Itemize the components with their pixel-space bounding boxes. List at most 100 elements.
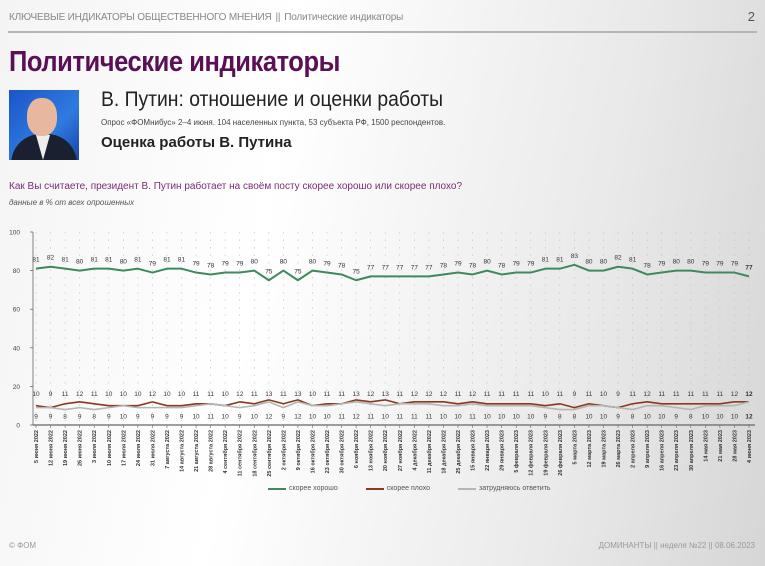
data-label: 81 <box>32 257 40 264</box>
data-label: 81 <box>542 257 550 264</box>
data-label: 11 <box>702 391 709 398</box>
x-tick-label: 25 сентября 2022 <box>266 430 273 477</box>
chart-legend: скорее хорошо скорее плохо затрудняюсь о… <box>268 485 551 492</box>
x-tick-label: 12 марта 2023 <box>587 430 593 468</box>
data-label: 11 <box>498 391 505 398</box>
y-tick-label: 0 <box>16 423 20 430</box>
x-tick-label: 27 ноября 2022 <box>397 430 404 471</box>
data-label: 9 <box>151 413 155 420</box>
data-label: 79 <box>731 261 739 268</box>
x-tick-label: 11 сентября 2022 <box>237 430 244 476</box>
data-label: 12 <box>265 413 273 420</box>
data-label: 12 <box>149 391 157 398</box>
data-label: 80 <box>483 259 491 266</box>
data-label: 12 <box>294 413 302 420</box>
data-label: 10 <box>585 413 593 420</box>
x-tick-label: 14 августа 2022 <box>180 430 186 472</box>
data-label: 75 <box>265 268 273 275</box>
data-label: 79 <box>527 261 535 268</box>
data-label: 10 <box>134 391 142 398</box>
x-tick-label: 5 июня 2022 <box>34 430 40 463</box>
data-label: 10 <box>382 413 390 420</box>
data-label: 11 <box>455 391 462 398</box>
data-label: 9 <box>674 413 678 420</box>
data-label: 9 <box>238 413 242 420</box>
x-tick-label: 9 октября 2022 <box>295 430 302 470</box>
survey-info: Опрос «ФОМнибус» 2–4 июня. 104 населенны… <box>101 118 446 127</box>
y-tick-label: 60 <box>13 307 21 314</box>
footer-info: ДОМИНАНТЫ || неделя №22 || 08.06.2023 <box>598 541 755 550</box>
x-tick-label: 18 сентября 2022 <box>251 430 258 477</box>
data-label: 10 <box>731 413 739 420</box>
data-label: 11 <box>207 413 214 420</box>
x-tick-label: 28 августа 2022 <box>209 430 215 472</box>
data-label: 10 <box>323 413 331 420</box>
breadcrumb: КЛЮЧЕВЫЕ ИНДИКАТОРЫ ОБЩЕСТВЕННОГО МНЕНИЯ… <box>9 12 403 23</box>
x-tick-label: 12 февраля 2023 <box>528 430 535 476</box>
series-line-good <box>35 263 750 282</box>
data-label: 80 <box>687 259 695 266</box>
x-tick-label: 23 октября 2022 <box>324 430 331 473</box>
data-label: 8 <box>689 413 693 420</box>
data-label: 9 <box>573 391 577 398</box>
data-label: 12 <box>367 391 375 398</box>
data-label: 10 <box>440 413 448 420</box>
data-label: 78 <box>338 262 346 269</box>
data-label: 10 <box>163 391 171 398</box>
data-label: 11 <box>513 391 520 398</box>
data-label: 78 <box>644 262 652 269</box>
x-tick-label: 15 января 2023 <box>471 430 477 471</box>
x-tick-label: 5 февраля 2023 <box>513 430 520 473</box>
legend-item-good: скорее хорошо <box>268 485 338 492</box>
x-tick-label: 10 июля 2022 <box>107 430 113 466</box>
x-tick-label: 14 мая 2023 <box>703 430 709 462</box>
data-label: 79 <box>149 261 157 268</box>
legend-label: скорее хорошо <box>289 485 338 492</box>
x-tick-label: 26 июня 2022 <box>78 430 84 466</box>
x-tick-label: 9 апреля 2023 <box>645 430 651 468</box>
data-label: 80 <box>309 259 317 266</box>
data-label: 12 <box>353 413 361 420</box>
data-label: 79 <box>716 261 724 268</box>
data-label: 10 <box>309 391 317 398</box>
data-label: 10 <box>120 391 128 398</box>
data-label: 11 <box>717 391 724 398</box>
data-label: 9 <box>616 413 620 420</box>
x-tick-label: 19 марта 2023 <box>601 430 607 468</box>
data-label: 77 <box>411 264 419 271</box>
x-tick-label: 4 июня 2023 <box>747 430 753 463</box>
x-tick-label: 21 мая 2023 <box>718 430 724 462</box>
data-label: 79 <box>658 261 666 268</box>
data-label: 8 <box>92 413 96 420</box>
data-label: 80 <box>600 259 608 266</box>
x-tick-label: 19 июня 2022 <box>63 430 69 466</box>
data-label: 10 <box>542 391 550 398</box>
data-label: 12 <box>76 391 84 398</box>
x-tick-label: 30 апреля 2023 <box>689 430 695 471</box>
data-label: 83 <box>571 253 579 260</box>
data-label: 10 <box>483 413 491 420</box>
y-tick-label: 100 <box>9 230 20 237</box>
data-label: 80 <box>280 259 288 266</box>
data-label: 10 <box>600 391 608 398</box>
legend-label: затрудняюсь ответить <box>479 485 551 492</box>
data-label: 8 <box>63 413 67 420</box>
data-label: 77 <box>745 264 753 271</box>
x-tick-label: 25 декабря 2022 <box>455 430 462 474</box>
data-label: 9 <box>78 413 82 420</box>
data-label: 78 <box>498 262 506 269</box>
x-tick-label: 13 ноября 2022 <box>368 430 375 471</box>
data-label: 81 <box>105 257 113 264</box>
x-tick-label: 16 октября 2022 <box>309 430 316 473</box>
data-label: 9 <box>165 413 169 420</box>
x-tick-label: 21 августа 2022 <box>194 430 200 472</box>
data-label: 11 <box>658 391 665 398</box>
section-title: Оценка работы В. Путина <box>101 134 292 151</box>
data-label: 10 <box>192 413 200 420</box>
x-tick-label: 20 ноября 2022 <box>382 430 389 471</box>
data-label: 9 <box>616 391 620 398</box>
x-tick-label: 17 июля 2022 <box>121 430 127 466</box>
data-label: 75 <box>353 268 361 275</box>
data-label: 79 <box>236 261 244 268</box>
data-label: 11 <box>586 391 593 398</box>
